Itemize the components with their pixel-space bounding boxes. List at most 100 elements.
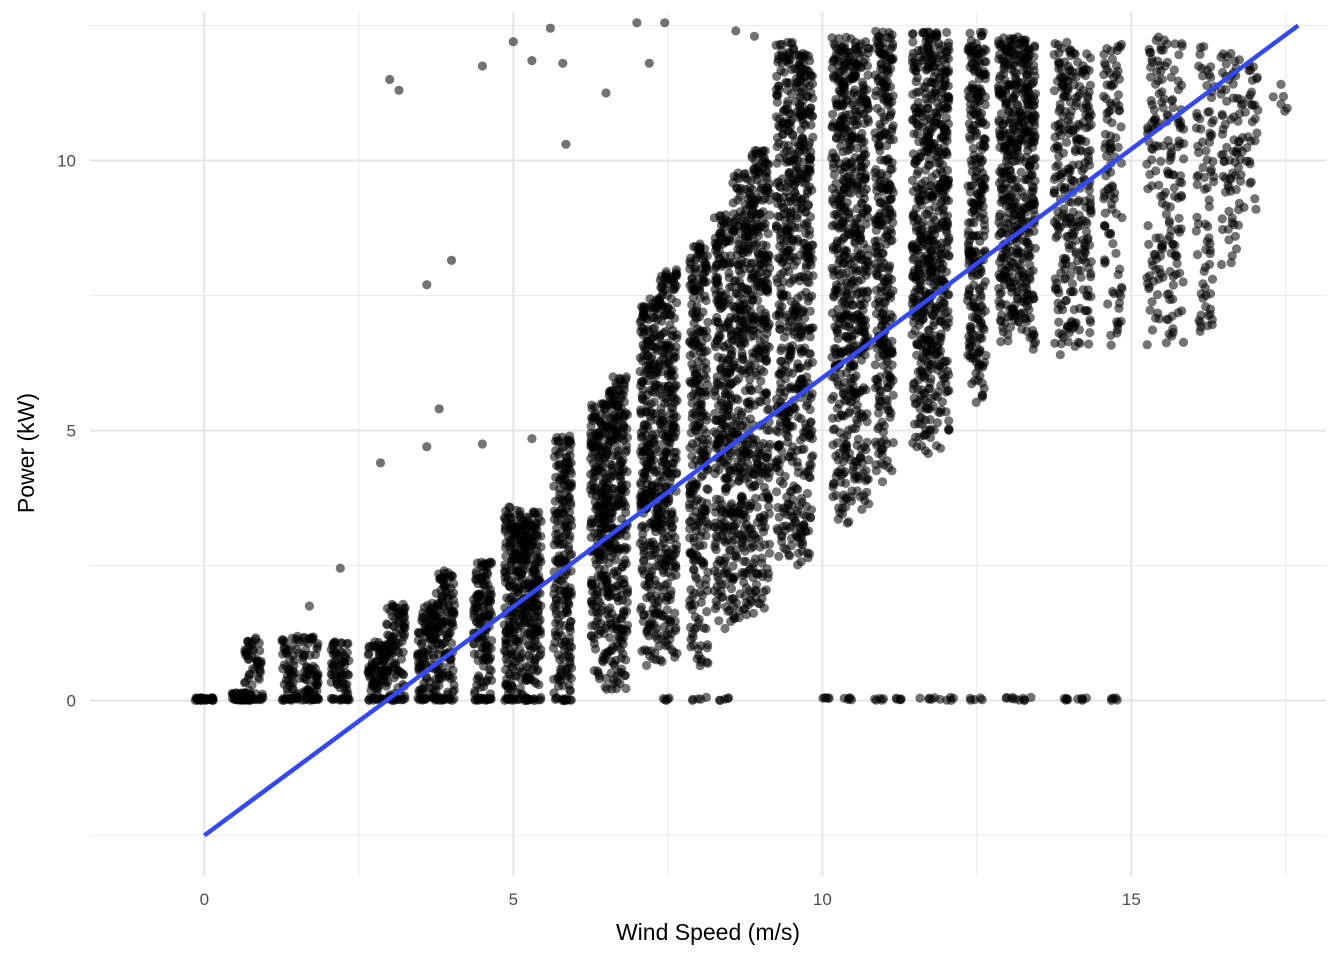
data-point <box>618 578 629 589</box>
data-point <box>608 642 618 652</box>
data-point <box>415 688 425 698</box>
data-point <box>684 517 695 527</box>
data-point <box>687 359 697 369</box>
data-point <box>753 569 763 579</box>
data-point <box>484 664 494 674</box>
data-point <box>760 540 770 550</box>
data-point <box>793 484 803 494</box>
data-point <box>612 443 623 453</box>
data-point <box>838 217 848 227</box>
data-point <box>501 627 511 637</box>
data-point <box>648 409 658 419</box>
data-point <box>714 616 724 626</box>
data-point <box>646 452 656 462</box>
data-point <box>594 629 604 639</box>
data-point <box>777 537 787 547</box>
data-point <box>832 239 842 249</box>
data-point <box>738 365 748 376</box>
data-point <box>720 389 731 399</box>
data-point <box>329 671 340 682</box>
data-point <box>740 448 750 459</box>
data-point <box>555 484 565 494</box>
data-point <box>518 636 528 646</box>
data-point <box>501 635 511 646</box>
data-point <box>806 71 816 81</box>
data-point <box>790 516 801 527</box>
data-point <box>662 517 672 527</box>
data-point <box>772 274 782 284</box>
data-point <box>748 184 758 195</box>
data-point <box>670 533 680 543</box>
data-point <box>240 688 250 698</box>
data-point <box>724 295 734 305</box>
data-point <box>732 172 742 182</box>
data-point <box>549 452 560 462</box>
data-point <box>772 222 782 232</box>
data-point <box>690 267 700 277</box>
data-point <box>419 602 429 613</box>
data-point <box>593 571 603 581</box>
data-point <box>524 547 535 558</box>
data-point <box>831 209 842 219</box>
data-point <box>609 659 619 669</box>
data-point <box>718 381 728 391</box>
data-point <box>834 250 844 260</box>
data-point <box>828 413 838 423</box>
data-point <box>439 616 449 627</box>
data-point <box>192 694 202 704</box>
data-point <box>687 451 697 461</box>
data-point <box>831 490 841 500</box>
data-point <box>756 183 767 193</box>
data-point <box>606 583 617 593</box>
data-point <box>644 551 655 561</box>
data-point <box>595 674 605 684</box>
data-point <box>773 199 783 209</box>
data-point <box>793 332 804 343</box>
data-point <box>521 603 532 614</box>
data-point <box>616 476 626 486</box>
data-point <box>504 502 514 512</box>
data-point <box>828 109 838 119</box>
data-point <box>792 532 802 542</box>
data-point <box>485 689 496 699</box>
data-point <box>553 673 563 683</box>
data-point <box>712 249 723 259</box>
data-point <box>563 545 574 555</box>
data-point <box>654 482 664 493</box>
data-point <box>792 77 802 87</box>
data-point <box>519 618 529 628</box>
data-point <box>240 647 250 657</box>
data-point <box>447 638 457 649</box>
data-point <box>483 612 494 623</box>
data-point <box>661 596 672 606</box>
data-point <box>771 394 782 404</box>
data-point <box>749 331 759 341</box>
data-point <box>700 452 710 462</box>
data-point <box>763 405 773 415</box>
data-point <box>588 415 598 426</box>
data-point <box>656 440 667 450</box>
data-point <box>702 586 713 596</box>
data-point <box>587 515 597 525</box>
data-point <box>527 581 537 591</box>
data-point <box>797 271 807 281</box>
data-point <box>721 210 731 220</box>
data-point <box>756 304 766 314</box>
data-point <box>305 664 315 674</box>
data-point <box>764 548 775 558</box>
data-point <box>734 475 744 486</box>
data-point <box>791 162 802 172</box>
data-point <box>703 465 713 475</box>
data-point <box>447 571 458 581</box>
data-point <box>829 39 839 49</box>
data-point <box>685 601 695 611</box>
data-point <box>689 318 699 328</box>
data-point <box>638 556 649 566</box>
data-point <box>806 393 816 403</box>
data-point <box>254 674 264 684</box>
data-point <box>753 384 764 394</box>
data-point <box>830 372 840 382</box>
data-point <box>773 440 783 450</box>
data-point <box>701 428 711 438</box>
data-point <box>554 627 564 637</box>
